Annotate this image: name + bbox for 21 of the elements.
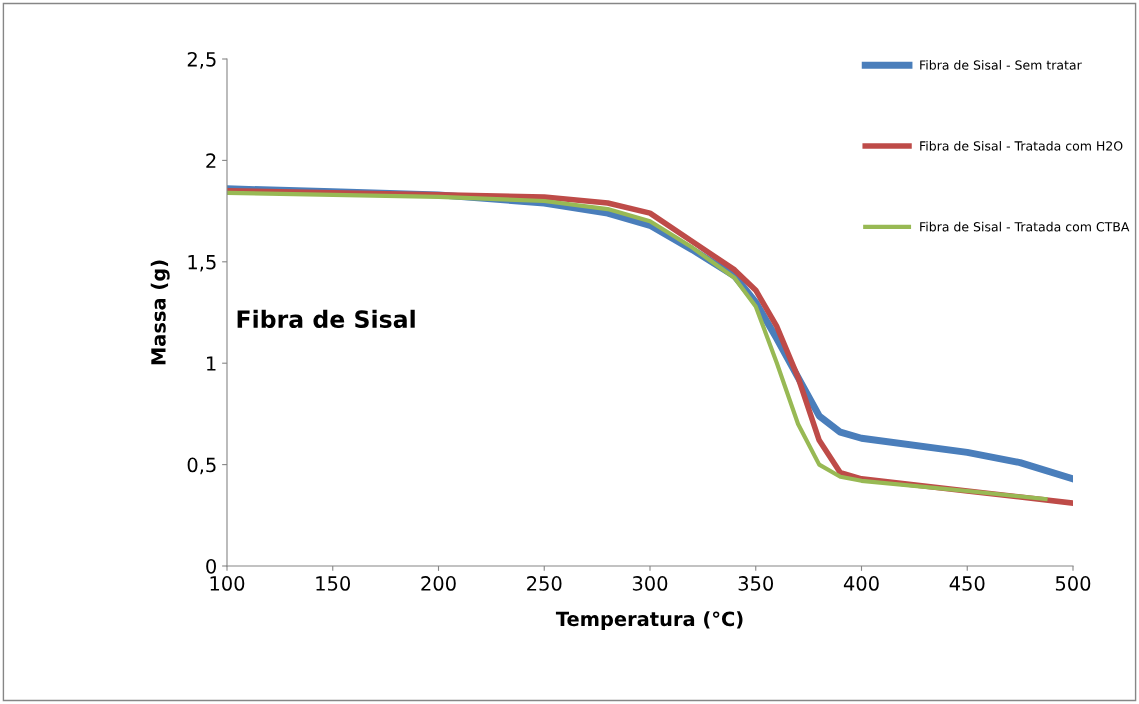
x-tick-label: 150: [316, 576, 351, 591]
y-axis-title: Massa (g): [150, 260, 170, 365]
y-tick-label: 1,5: [188, 255, 216, 272]
x-tick-label: 300: [632, 576, 668, 591]
x-tick-label: 350: [738, 576, 774, 591]
y-tick-label: 0,5: [187, 457, 216, 475]
x-tick-label: 100: [210, 576, 245, 591]
y-tick-label: 2: [206, 153, 216, 168]
y-tick-label: 1: [207, 356, 216, 371]
x-tick-label: 500: [1055, 576, 1091, 591]
x-tick-label: 450: [949, 576, 985, 591]
legend-label: Fibra de Sisal - Sem tratar: [920, 60, 1082, 70]
legend-label: Fibra de Sisal - Tratada com CTBA: [920, 221, 1130, 232]
x-tick-label: 400: [843, 576, 879, 591]
annotation: Fibra de Sisal: [237, 309, 415, 329]
x-axis-title: Temperatura (°C): [555, 611, 743, 631]
x-tick-label: 250: [527, 576, 562, 591]
y-tick-label: 0: [206, 558, 216, 574]
legend-label: Fibra de Sisal - Tratada com H2O: [920, 140, 1123, 151]
x-tick-label: 200: [421, 576, 456, 591]
y-tick-label: 2,5: [187, 51, 216, 69]
